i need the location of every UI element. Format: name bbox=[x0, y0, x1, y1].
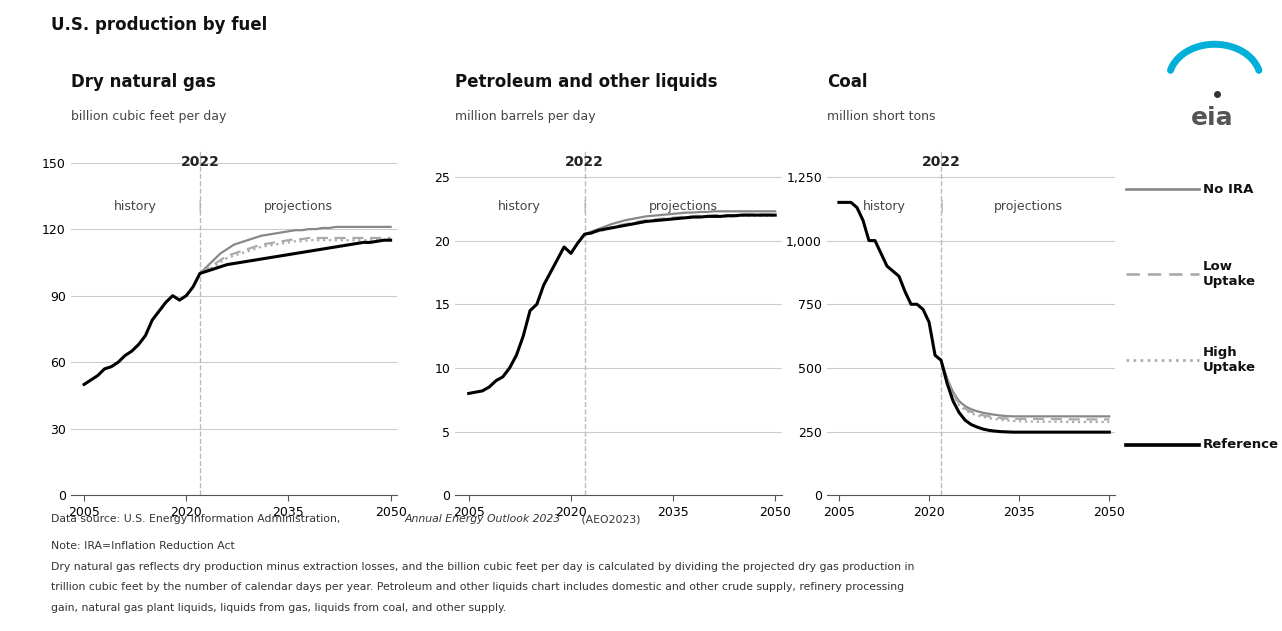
Text: projections: projections bbox=[649, 199, 718, 213]
Text: (AEO2023): (AEO2023) bbox=[578, 514, 641, 524]
Text: history: history bbox=[499, 199, 541, 213]
Text: Data source: U.S. Energy Information Administration,: Data source: U.S. Energy Information Adm… bbox=[51, 514, 344, 524]
Text: Annual Energy Outlook 2023: Annual Energy Outlook 2023 bbox=[405, 514, 560, 524]
Text: Reference: Reference bbox=[1203, 439, 1278, 451]
Text: Coal: Coal bbox=[827, 73, 868, 91]
Text: |: | bbox=[582, 199, 587, 213]
Text: U.S. production by fuel: U.S. production by fuel bbox=[51, 16, 268, 34]
Text: million barrels per day: million barrels per day bbox=[455, 110, 596, 123]
Text: Dry natural gas: Dry natural gas bbox=[71, 73, 215, 91]
Text: |: | bbox=[938, 199, 944, 213]
Text: trillion cubic feet by the number of calendar days per year. Petroleum and other: trillion cubic feet by the number of cal… bbox=[51, 582, 904, 593]
Text: Dry natural gas reflects dry production minus extraction losses, and the billion: Dry natural gas reflects dry production … bbox=[51, 562, 914, 572]
Text: |: | bbox=[197, 199, 203, 213]
Text: projections: projections bbox=[994, 199, 1063, 213]
Text: projections: projections bbox=[264, 199, 333, 213]
Text: Note: IRA=Inflation Reduction Act: Note: IRA=Inflation Reduction Act bbox=[51, 541, 235, 551]
Text: 2022: 2022 bbox=[922, 155, 960, 169]
Text: Low
Uptake: Low Uptake bbox=[1203, 261, 1255, 288]
Text: 2022: 2022 bbox=[181, 155, 219, 169]
Text: Petroleum and other liquids: Petroleum and other liquids bbox=[455, 73, 718, 91]
Text: billion cubic feet per day: billion cubic feet per day bbox=[71, 110, 226, 123]
Text: High
Uptake: High Uptake bbox=[1203, 346, 1255, 374]
Text: eia: eia bbox=[1191, 106, 1233, 130]
Text: No IRA: No IRA bbox=[1203, 183, 1253, 196]
Text: million short tons: million short tons bbox=[827, 110, 936, 123]
Text: history: history bbox=[863, 199, 905, 213]
Text: gain, natural gas plant liquids, liquids from gas, liquids from coal, and other : gain, natural gas plant liquids, liquids… bbox=[51, 603, 506, 613]
Text: 2022: 2022 bbox=[565, 155, 604, 169]
Text: history: history bbox=[114, 199, 156, 213]
